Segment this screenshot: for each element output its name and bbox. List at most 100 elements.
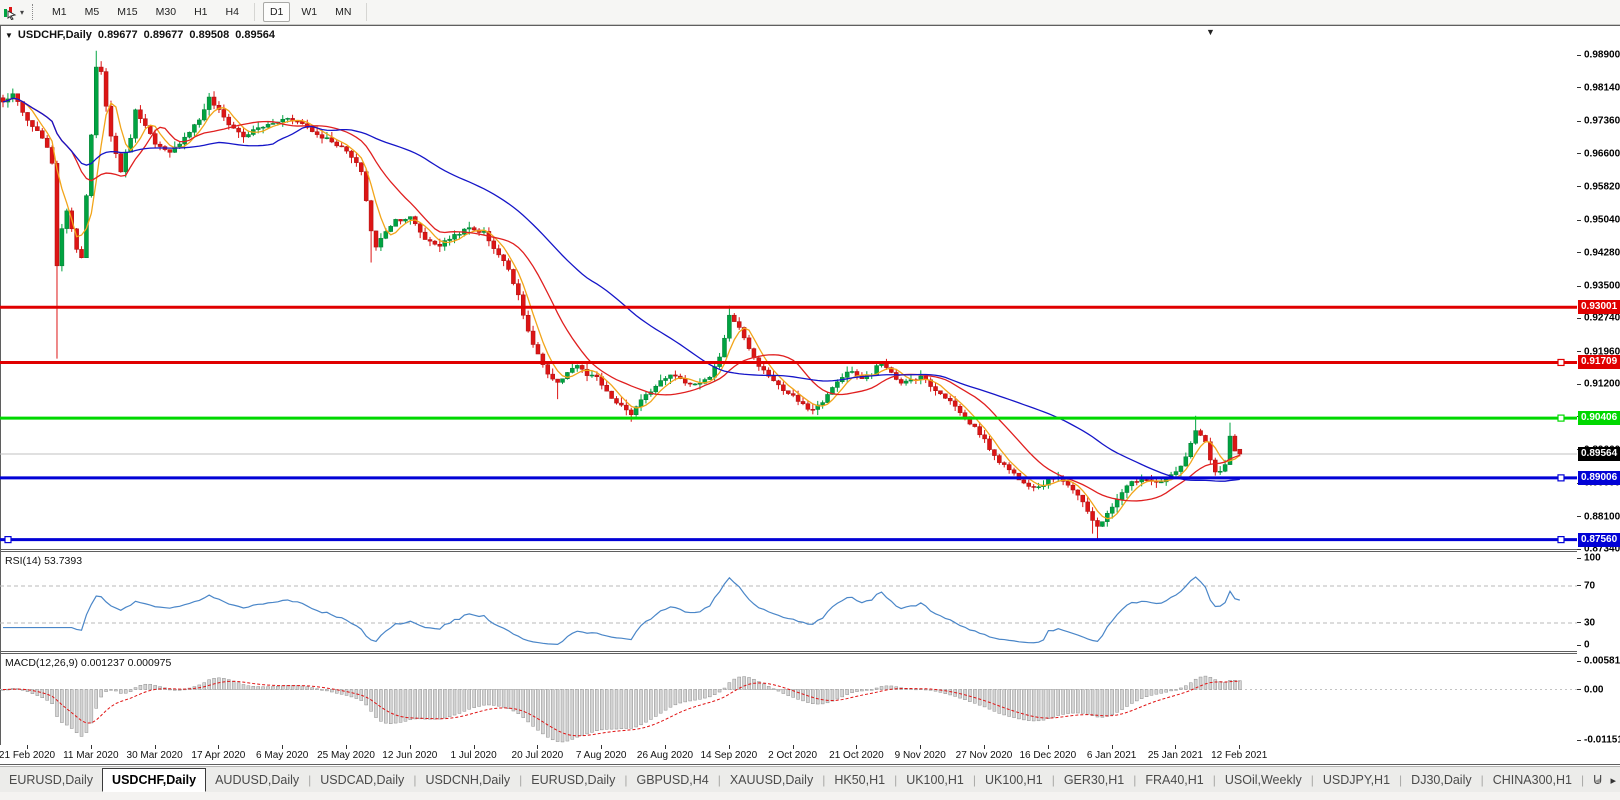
candle-body [1114,499,1120,508]
macd-tick-mark [1577,660,1581,662]
candle-body [334,141,339,147]
price-level-badge[interactable]: 0.91709 [1578,355,1620,370]
bottom-tab-XAUUSD-Daily[interactable]: XAUUSD,Daily [729,773,814,787]
candle-body [692,383,698,386]
tabs-scroll-left-icon[interactable]: ◂ [1594,775,1601,787]
candle-body [1159,481,1164,484]
tab-separator: | [972,773,976,787]
rsi-macd-separator[interactable] [0,651,1620,652]
macd-histogram-bar [231,680,236,690]
date-label: 7 Aug 2020 [575,750,627,761]
level-handle-icon[interactable] [1557,358,1565,367]
price-level-badge[interactable]: 0.93001 [1578,300,1620,315]
chart-symbol: USDCHF,Daily [17,29,92,41]
bottom-tab-AUDUSD-Daily[interactable]: AUDUSD,Daily [215,773,300,787]
date-label: 17 Apr 2020 [191,750,246,761]
macd-tick-label: 0.005818 [1584,655,1620,667]
timeframe-button-M30[interactable]: M30 [155,6,177,18]
candle-body [59,228,65,267]
rsi-indicator-panel[interactable] [0,552,1577,650]
level-handle-icon[interactable] [1557,474,1565,482]
date-label: 27 Nov 2020 [955,750,1013,761]
level-handle-icon[interactable] [1557,414,1565,422]
macd-histogram-bar [1051,689,1056,718]
macd-histogram-bar [708,689,712,698]
candle-body [241,131,246,138]
price-level-badge[interactable]: 0.89006 [1578,470,1620,485]
bottom-tab-FRA40-H1[interactable]: FRA40,H1 [1145,773,1204,787]
chart-cursor-icon[interactable] [2,5,17,20]
tab-separator: | [1051,773,1055,787]
timeframe-button-H1[interactable]: H1 [194,6,208,18]
candle-body [624,404,629,411]
price-level-badge[interactable]: 0.87560 [1578,532,1620,547]
macd-histogram-bar [158,686,162,690]
date-tick-mark [282,745,284,749]
price-axis[interactable]: 0.98900 0.98140 0.97360 0.96600 0.95820 0.950… [1577,26,1620,764]
main-candlestick-chart[interactable] [0,26,1577,549]
bottom-tab-DJ30-Daily[interactable]: DJ30,Daily [1411,773,1472,787]
candle-body [113,135,119,154]
bottom-tab-CHINA300-H1[interactable]: CHINA300,H1 [1492,773,1572,787]
macd-histogram-bar [526,689,530,723]
timeframe-button-M15[interactable]: M15 [117,6,138,18]
bottom-tab-USDJPY-H1[interactable]: USDJPY,H1 [1322,773,1391,787]
macd-histogram-bar [384,689,388,724]
macd-histogram-bar [555,689,560,742]
bottom-tab-HK50-H1[interactable]: HK50,H1 [834,773,886,787]
candle-body [236,127,241,133]
bottom-tab-GBPUSD-H4[interactable]: GBPUSD,H4 [636,773,709,787]
candle-body [177,143,182,148]
candle-body [1193,430,1198,444]
level-handle-icon[interactable] [4,536,12,544]
chevron-down-icon[interactable]: ▾ [20,7,25,17]
bottom-tab-UK100-H1[interactable]: UK100,H1 [906,773,964,787]
timeframe-button-D1[interactable]: D1 [262,2,291,22]
timeframe-button-M1[interactable]: M1 [52,6,67,18]
candle-body [280,118,286,123]
bottom-tab-USDCNH-Daily[interactable]: USDCNH,Daily [425,773,511,787]
timeframe-button-MN[interactable]: MN [335,6,352,18]
bottom-tab-USDCHF-Daily[interactable]: USDCHF,Daily [102,768,207,792]
toolbar-grip [32,4,34,20]
macd-histogram-bar [879,686,884,690]
macd-histogram-bar [1085,689,1090,715]
candle-body [324,137,330,139]
bottom-tab-USDCAD-Daily[interactable]: USDCAD,Daily [320,773,405,787]
bottom-tab-GER30-H1[interactable]: GER30,H1 [1063,773,1125,787]
macd-histogram-bar [1193,678,1198,690]
macd-histogram-bar [501,689,506,708]
macd-histogram-bar [1203,675,1208,690]
candle-body [594,374,600,377]
timeframe-button-W1[interactable]: W1 [301,6,318,18]
candle-body [211,96,217,106]
macd-histogram-bar [1066,689,1070,714]
price-tick-mark [1577,383,1581,385]
bottom-tab-UK100-H1[interactable]: UK100,H1 [985,773,1043,787]
bottom-tab-EURUSD-Daily[interactable]: EURUSD,Daily [9,773,94,787]
level-handle-icon[interactable] [1557,536,1565,544]
macd-tick-mark [1577,739,1581,741]
date-tick-mark [856,745,858,749]
macd-indicator-panel[interactable] [0,654,1577,745]
timeframe-button-H4[interactable]: H4 [225,6,239,18]
date-axis[interactable]: 21 Feb 2020 11 Mar 2020 30 Mar 2020 17 Apr … [0,745,1577,764]
candle-body [800,401,806,404]
symbol-dropdown-icon[interactable]: ▼ [5,31,13,40]
tabs-scroll-right-icon[interactable]: ▸ [1610,775,1616,787]
candle-body [1213,459,1218,473]
macd-histogram-bar [89,689,94,724]
price-level-badge[interactable]: 0.90406 [1578,411,1620,426]
date-tick-mark [1239,745,1241,749]
bottom-tab-U[interactable]: U [1593,773,1603,787]
bottom-tab-EURUSD-Daily[interactable]: EURUSD,Daily [531,773,616,787]
candle-body [805,403,811,410]
price-tick-label: 0.98140 [1584,82,1620,94]
timeframe-button-M5[interactable]: M5 [84,6,100,18]
candle-body [682,378,688,384]
bottom-tab-USOil-Weekly[interactable]: USOil,Weekly [1224,773,1302,787]
macd-histogram-bar [138,685,143,690]
chart-title: ▼ USDCHF,Daily 0.89677 0.89677 0.89508 0.8956… [5,29,281,41]
macd-histogram-bar [256,686,260,690]
main-rsi-separator[interactable] [0,549,1620,550]
